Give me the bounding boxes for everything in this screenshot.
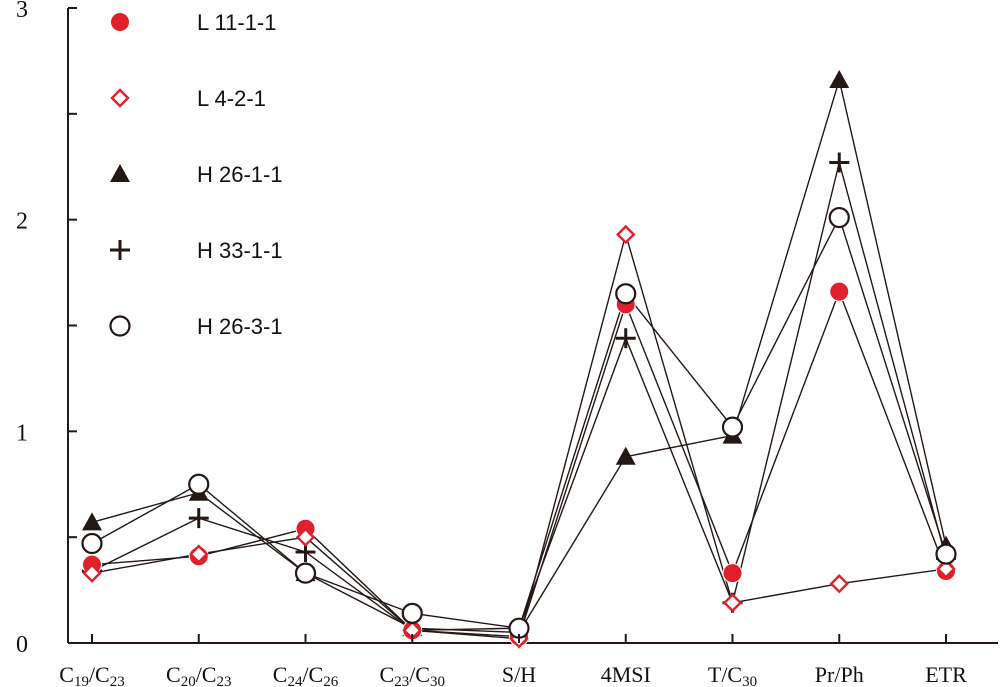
- data-point: [188, 473, 210, 495]
- data-point: [82, 512, 102, 531]
- data-point: [616, 224, 636, 245]
- data-point: [189, 544, 209, 564]
- y-tick-label: 2: [16, 209, 28, 235]
- x-category-label: C20/C23: [166, 662, 231, 687]
- legend-marker: [110, 240, 130, 260]
- x-category-label: 4MSI: [601, 662, 651, 687]
- data-point: [935, 543, 957, 565]
- legend-item-1: L 11-1-1: [110, 10, 277, 35]
- x-category-label: Pr/Ph: [815, 662, 864, 687]
- data-point: [82, 563, 102, 583]
- legend-item-3: H 26-1-1: [110, 162, 283, 187]
- data-point: [829, 574, 849, 594]
- x-axis-category-labels: C19/C23 C20/C23 C24/C26 C23/C30 S/H 4MSI T/C30…: [59, 634, 967, 687]
- legend-marker: [109, 315, 131, 337]
- legend-label: H 26-1-1: [197, 162, 283, 187]
- series-markers: [81, 69, 957, 649]
- legend-item-2: L 4-2-1: [110, 86, 266, 111]
- legend-label: L 11-1-1: [197, 10, 277, 35]
- legend-label: H 26-3-1: [197, 314, 283, 339]
- legend-marker: [110, 88, 130, 108]
- data-point: [722, 593, 743, 613]
- legend-item-5: H 26-3-1: [109, 314, 283, 339]
- y-tick-label: 0: [16, 632, 28, 658]
- data-point: [722, 563, 743, 584]
- legend-marker: [110, 164, 130, 182]
- data-point: [721, 416, 744, 438]
- data-point: [615, 283, 637, 305]
- data-point: [81, 532, 103, 555]
- data-point: [401, 602, 423, 624]
- legend-marker: [110, 12, 130, 32]
- data-point: [936, 559, 956, 579]
- data-point: [615, 446, 636, 465]
- y-tick-label: 3: [16, 0, 28, 23]
- x-category-label: T/C30: [708, 662, 757, 687]
- data-point: [294, 562, 317, 584]
- legend-item-4: H 33-1-1: [110, 238, 283, 263]
- data-point: [188, 508, 209, 529]
- y-axis-ticks: 0 1 2 3: [16, 0, 77, 658]
- series-line-5: [91, 215, 947, 629]
- series-line-1: [91, 289, 947, 638]
- y-tick-label: 1: [16, 420, 28, 446]
- legend-label: L 4-2-1: [197, 86, 266, 111]
- series-line-4: [91, 162, 947, 632]
- data-point: [295, 527, 316, 547]
- data-point: [829, 152, 850, 173]
- x-category-label: C19/C23: [59, 662, 124, 687]
- legend: L 11-1-1 L 4-2-1 H 26-1-1 H 33-1-1 H 26-3-1: [109, 10, 283, 339]
- series-line-2: [91, 231, 947, 640]
- data-point: [829, 281, 850, 302]
- legend-label: H 33-1-1: [197, 238, 283, 263]
- data-point: [829, 69, 850, 88]
- x-category-label: C24/C26: [273, 662, 339, 687]
- data-point: [615, 328, 636, 349]
- data-point: [828, 206, 850, 229]
- x-category-label: C23/C30: [380, 662, 445, 687]
- x-category-label: S/H: [502, 662, 536, 687]
- x-category-label: ETR: [925, 662, 967, 687]
